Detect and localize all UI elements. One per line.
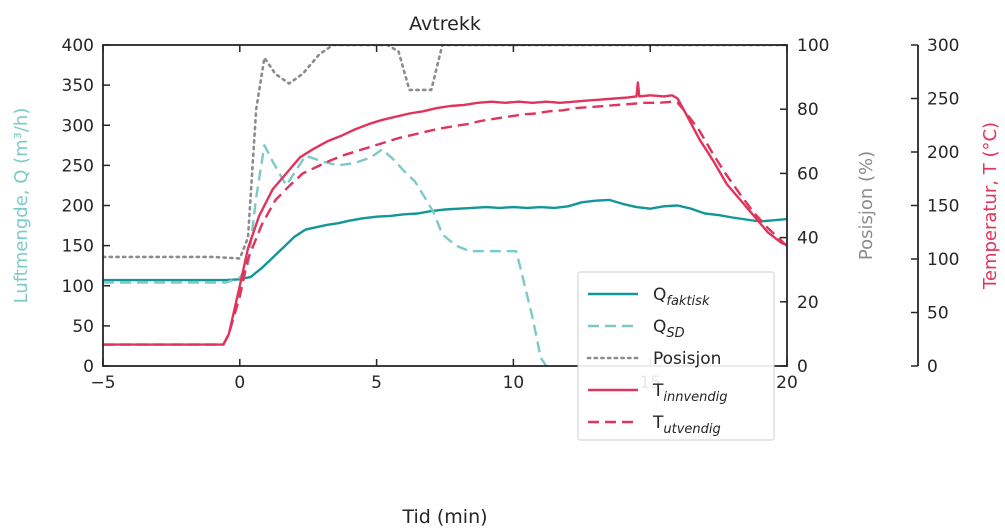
series-line-q_sd — [103, 144, 548, 366]
series-line-t_innvendig — [103, 81, 787, 346]
x-tick-label: −5 — [90, 373, 115, 393]
right-inner-axis-label: Posisjon (%) — [856, 151, 877, 260]
left-tick-label: 50 — [72, 317, 94, 337]
left-axis-label: Luftmengde, Q (m³/h) — [11, 108, 32, 304]
left-tick-label: 300 — [62, 116, 94, 136]
series-layer — [103, 45, 787, 366]
series-line-q_faktisk — [103, 198, 787, 282]
legend-label-posisjon: Posisjon — [653, 349, 721, 369]
right-outer-tick-label: 150 — [927, 197, 959, 217]
legend-box — [577, 271, 775, 441]
right-outer-tick-label: 50 — [927, 304, 949, 324]
right-inner-tick-label: 80 — [797, 100, 819, 120]
series-line-t_utvendig — [103, 100, 787, 346]
left-tick-label: 250 — [62, 156, 94, 176]
x-tick-label: 0 — [234, 373, 245, 393]
left-tick-label: 400 — [62, 36, 94, 56]
right-outer-tick-label: 200 — [927, 143, 959, 163]
right-outer-tick-label: 300 — [927, 36, 959, 56]
x-tick-label: 20 — [776, 373, 798, 393]
axes-layer: −505101520050100150200250300350400020406… — [11, 36, 1001, 393]
x-tick-label: 10 — [503, 373, 525, 393]
chart-title: Avtrekk — [409, 13, 481, 35]
right-inner-tick-label: 40 — [797, 229, 819, 249]
left-tick-label: 350 — [62, 76, 94, 96]
series-line-posisjon — [103, 45, 787, 260]
left-tick-label: 200 — [62, 197, 94, 217]
left-tick-label: 150 — [62, 237, 94, 257]
right-outer-tick-label: 100 — [927, 250, 959, 270]
left-tick-label: 0 — [83, 357, 94, 377]
right-inner-tick-label: 0 — [797, 357, 808, 377]
right-outer-tick-label: 0 — [927, 357, 938, 377]
right-outer-tick-label: 250 — [927, 90, 959, 110]
right-inner-tick-label: 20 — [797, 293, 819, 313]
right-inner-tick-label: 60 — [797, 164, 819, 184]
left-tick-label: 100 — [62, 277, 94, 297]
right-outer-axis-label: Temperatur, T (°C) — [980, 122, 1001, 290]
x-tick-label: 5 — [371, 373, 382, 393]
x-axis-label: Tid (min) — [401, 506, 487, 528]
right-inner-tick-label: 100 — [797, 36, 829, 56]
